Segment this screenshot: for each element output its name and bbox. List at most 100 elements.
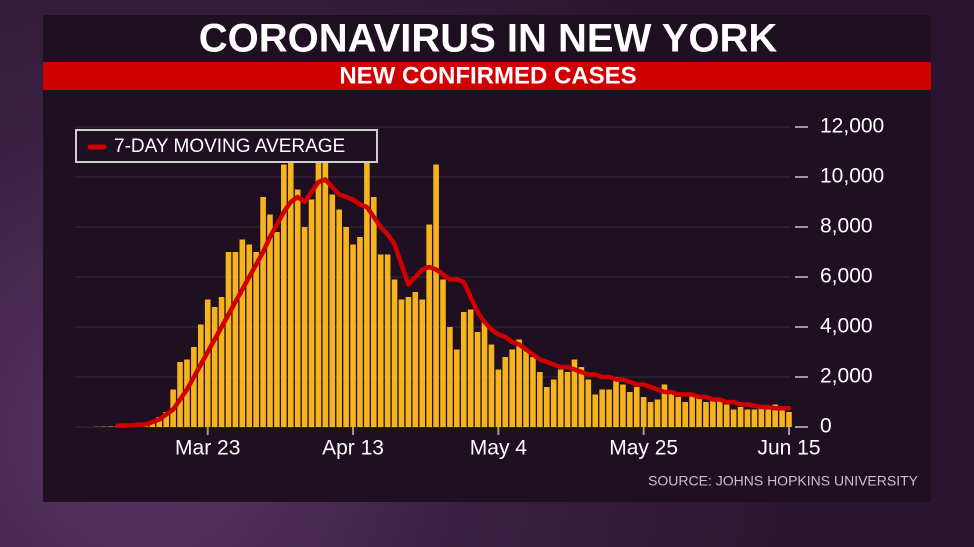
bar — [696, 397, 702, 427]
legend-box — [75, 129, 378, 163]
bar — [786, 412, 792, 427]
y-tick-label: 10,000 — [820, 165, 884, 188]
bar — [772, 404, 778, 427]
bar — [550, 379, 557, 427]
bar — [246, 244, 253, 427]
bar — [177, 362, 183, 427]
bar — [661, 384, 668, 427]
bar — [412, 292, 419, 427]
bar — [391, 279, 398, 427]
legend-label: 7-DAY MOVING AVERAGE — [114, 136, 345, 157]
bar — [557, 369, 564, 427]
x-tick-label: Apr 13 — [322, 437, 384, 460]
bar — [191, 347, 197, 427]
bar — [633, 387, 640, 427]
bar — [405, 297, 412, 427]
bar — [606, 389, 612, 427]
bar — [156, 417, 163, 427]
bar — [730, 409, 737, 427]
y-tick-label: 8,000 — [820, 215, 873, 238]
y-tick-label: 12,000 — [820, 115, 884, 138]
x-tick-label: Mar 23 — [175, 437, 240, 460]
bar — [315, 152, 322, 427]
bar — [613, 377, 619, 427]
bar — [537, 372, 543, 427]
bar — [260, 197, 266, 427]
y-tick-label: 0 — [820, 415, 832, 438]
y-tick-label: 4,000 — [820, 315, 873, 338]
source-note: SOURCE: JOHNS HOPKINS UNIVERSITY — [648, 473, 919, 489]
bar — [620, 384, 626, 427]
bar — [253, 252, 259, 427]
bar — [218, 297, 225, 427]
bar — [647, 402, 654, 427]
bar — [287, 157, 294, 427]
x-tick-label: Jun 15 — [757, 437, 820, 460]
bar — [163, 412, 169, 427]
bar — [585, 379, 592, 427]
bar — [343, 227, 349, 427]
bar — [398, 299, 405, 427]
bar — [627, 392, 633, 427]
bar — [384, 254, 391, 427]
bar — [329, 194, 336, 427]
bar — [454, 349, 460, 427]
x-tick-label: May 25 — [609, 437, 678, 460]
bar — [502, 357, 509, 427]
bar — [281, 164, 287, 427]
bar — [744, 409, 751, 427]
bar — [274, 232, 280, 427]
bar — [523, 349, 529, 427]
bar — [419, 299, 426, 427]
bar — [737, 407, 744, 427]
bar — [440, 279, 446, 427]
bar — [350, 244, 356, 427]
bar — [301, 227, 308, 427]
plot: 0 2,000 4,000 6,000 8,000 10,000 12,000 Mar 23 A… — [75, 115, 884, 460]
bar — [322, 159, 329, 427]
bar — [239, 239, 246, 427]
bar — [294, 189, 301, 427]
x-tick-label: May 4 — [470, 437, 528, 460]
bar — [371, 197, 377, 427]
bar — [758, 407, 765, 427]
bar — [460, 312, 467, 427]
bar — [481, 322, 488, 427]
bar — [779, 407, 785, 427]
bar — [357, 237, 363, 427]
bar — [267, 214, 273, 427]
bar — [377, 254, 384, 427]
bar — [689, 394, 695, 427]
moving-average-line — [115, 177, 792, 428]
bar — [723, 404, 730, 427]
bar — [488, 344, 495, 427]
bar — [682, 402, 688, 427]
chart-title: CORONAVIRUS IN NEW YORK — [199, 17, 778, 61]
bar — [599, 389, 605, 427]
bar — [640, 397, 647, 427]
bar — [495, 369, 502, 427]
bar — [364, 142, 370, 427]
bar — [211, 307, 218, 427]
bar — [474, 332, 481, 427]
bar — [336, 209, 342, 427]
bar — [668, 392, 675, 427]
bar — [509, 349, 515, 427]
chart-subtitle: NEW CONFIRMED CASES — [339, 62, 636, 89]
bar — [717, 399, 723, 427]
bar — [710, 399, 716, 427]
bar — [571, 359, 578, 427]
bar — [765, 409, 772, 427]
bar — [308, 199, 315, 427]
bar — [198, 324, 204, 427]
bar — [530, 357, 536, 427]
bar — [544, 387, 550, 427]
bar — [433, 164, 439, 427]
legend: 7-DAY MOVING AVERAGE — [75, 129, 378, 163]
bar — [592, 394, 599, 427]
bar — [225, 252, 232, 427]
bar — [675, 397, 682, 427]
bar — [578, 367, 585, 427]
bar — [204, 299, 211, 427]
